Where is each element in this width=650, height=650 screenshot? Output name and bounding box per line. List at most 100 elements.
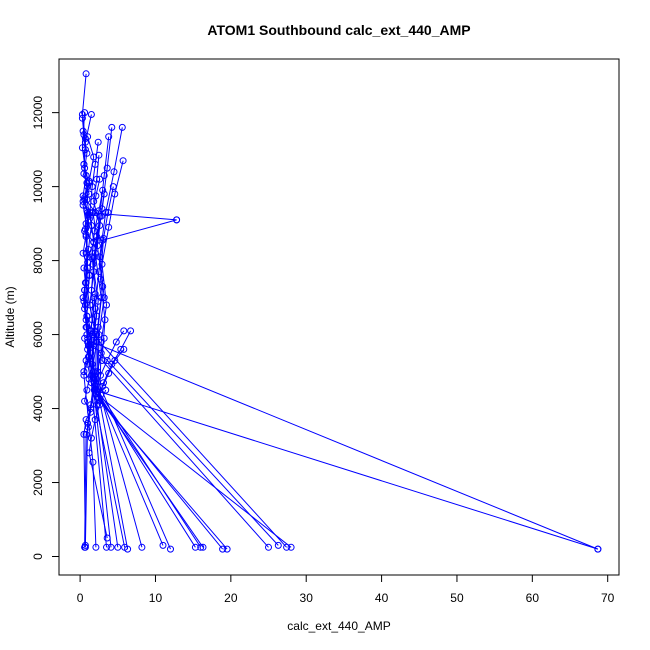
series-line: [95, 330, 292, 548]
series-16: [97, 183, 272, 551]
data-point: [167, 545, 174, 553]
data-point: [82, 430, 90, 438]
data-point: [80, 371, 88, 379]
data-point: [81, 286, 89, 294]
data-point: [82, 233, 90, 240]
data-point: [87, 434, 95, 442]
x-tick-label: 50: [450, 591, 464, 605]
x-axis: 0 10 20 30 40 50 60 70: [77, 574, 615, 605]
series-24: [85, 386, 111, 542]
series-18: [81, 209, 291, 551]
data-point: [90, 386, 98, 394]
data-point: [199, 543, 207, 551]
x-tick-label: 20: [224, 591, 238, 605]
series-line: [99, 186, 269, 548]
y-tick-label: 0: [31, 553, 45, 560]
data-point: [85, 353, 93, 361]
data-point: [92, 192, 100, 200]
data-point: [89, 458, 97, 466]
data-point: [79, 249, 87, 257]
data-point: [91, 416, 99, 424]
series-5: [79, 127, 122, 551]
data-point: [87, 401, 95, 409]
data-point: [94, 323, 102, 331]
data-point: [93, 242, 101, 250]
data-point: [91, 290, 99, 298]
y-tick-label: 2000: [31, 469, 45, 496]
data-point: [85, 271, 93, 279]
y-tick-label: 8000: [31, 247, 45, 274]
data-point: [109, 183, 117, 191]
data-point: [100, 334, 108, 342]
data-point: [88, 338, 96, 346]
series-layer: [78, 70, 602, 553]
y-tick-label: 6000: [31, 321, 45, 348]
data-point: [83, 249, 91, 257]
data-point: [111, 357, 119, 364]
data-point: [93, 368, 101, 376]
data-point: [100, 172, 108, 179]
data-point: [108, 123, 116, 131]
data-point: [110, 168, 118, 176]
y-tick-label: 4000: [31, 395, 45, 422]
data-point: [78, 111, 86, 118]
data-point: [88, 331, 96, 339]
data-point: [274, 541, 282, 549]
series-22: [81, 334, 108, 551]
data-point: [85, 449, 93, 457]
x-tick-label: 30: [300, 591, 314, 605]
data-point: [85, 177, 93, 185]
data-point: [83, 386, 91, 394]
data-point: [86, 301, 94, 309]
data-point: [83, 149, 91, 157]
series-line: [93, 219, 279, 546]
data-point: [98, 357, 106, 364]
data-point: [99, 236, 107, 244]
data-point: [95, 268, 103, 276]
data-point: [96, 401, 104, 409]
data-point: [79, 127, 87, 135]
y-tick-label: 12000: [31, 96, 45, 130]
data-point: [119, 157, 127, 165]
series-line: [97, 127, 223, 550]
data-point: [95, 151, 103, 159]
data-point: [83, 312, 91, 320]
y-tick-label: 10000: [31, 170, 45, 204]
data-point: [84, 133, 92, 141]
data-point: [89, 260, 97, 268]
x-tick-label: 0: [77, 591, 84, 605]
data-point: [118, 123, 126, 131]
data-point: [87, 111, 95, 118]
data-point: [191, 543, 199, 551]
data-point: [98, 205, 106, 213]
series-21: [88, 338, 602, 553]
data-point: [83, 179, 91, 187]
x-tick-label: 10: [149, 591, 163, 605]
y-axis: 0 2000 4000 6000 8000 10000 12000: [31, 96, 60, 560]
data-point: [103, 357, 111, 364]
x-tick-label: 70: [601, 591, 615, 605]
data-point: [173, 216, 181, 224]
data-point: [92, 543, 100, 551]
data-point: [84, 209, 92, 216]
data-point: [81, 225, 89, 233]
data-point: [101, 316, 109, 324]
data-point: [120, 327, 128, 335]
data-point: [100, 294, 108, 302]
data-point: [83, 196, 91, 204]
data-point: [90, 375, 98, 383]
data-point: [82, 70, 90, 78]
data-point: [97, 275, 104, 283]
data-point: [105, 369, 113, 377]
series-line: [91, 341, 599, 550]
series-line: [82, 131, 119, 548]
chart-title: ATOM1 Southbound calc_ext_440_AMP: [207, 22, 470, 38]
data-point: [127, 327, 135, 335]
data-point: [81, 146, 89, 154]
data-point: [103, 534, 111, 542]
data-point: [124, 545, 132, 553]
data-point: [94, 138, 102, 146]
series-23: [81, 294, 101, 549]
data-point: [80, 297, 88, 305]
